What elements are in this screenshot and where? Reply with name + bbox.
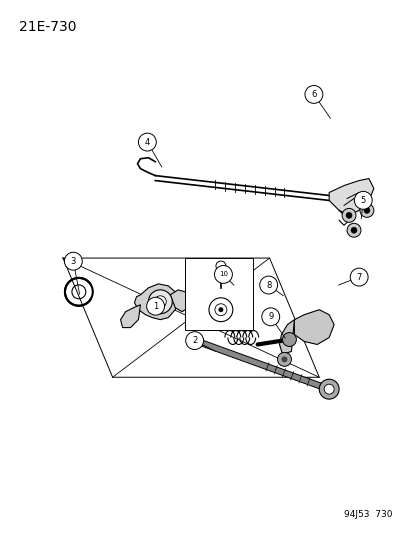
Text: 2: 2 <box>192 336 197 345</box>
Text: 9: 9 <box>268 312 273 321</box>
Polygon shape <box>170 290 190 312</box>
Circle shape <box>277 352 291 366</box>
Text: 4: 4 <box>145 138 150 147</box>
Circle shape <box>363 207 369 213</box>
Circle shape <box>64 252 82 270</box>
Circle shape <box>282 333 296 346</box>
Text: 7: 7 <box>356 272 361 281</box>
Circle shape <box>345 212 351 219</box>
Circle shape <box>146 297 164 315</box>
Polygon shape <box>134 284 178 320</box>
Circle shape <box>218 307 223 312</box>
Circle shape <box>138 133 156 151</box>
Circle shape <box>350 227 356 233</box>
Circle shape <box>304 85 322 103</box>
Circle shape <box>281 357 287 362</box>
Circle shape <box>341 208 355 222</box>
Text: 6: 6 <box>311 90 316 99</box>
Circle shape <box>216 261 225 271</box>
Text: 21E-730: 21E-730 <box>19 20 76 34</box>
Text: 5: 5 <box>360 196 365 205</box>
Circle shape <box>349 268 367 286</box>
Text: 1: 1 <box>152 302 158 311</box>
Circle shape <box>318 379 338 399</box>
Text: 94J53  730: 94J53 730 <box>344 510 392 519</box>
Circle shape <box>214 265 232 284</box>
Bar <box>185 258 252 329</box>
Text: 3: 3 <box>71 257 76 266</box>
Circle shape <box>346 223 360 237</box>
Circle shape <box>261 308 279 326</box>
Circle shape <box>185 332 203 350</box>
Circle shape <box>359 204 373 217</box>
Text: 8: 8 <box>266 280 271 289</box>
Polygon shape <box>191 337 330 392</box>
Circle shape <box>259 276 277 294</box>
Circle shape <box>148 290 172 314</box>
Polygon shape <box>294 310 333 344</box>
Circle shape <box>154 296 166 308</box>
Polygon shape <box>328 179 373 215</box>
Polygon shape <box>279 320 294 354</box>
Circle shape <box>323 384 333 394</box>
Text: 10: 10 <box>218 271 228 278</box>
Circle shape <box>354 191 371 209</box>
Polygon shape <box>120 305 140 328</box>
